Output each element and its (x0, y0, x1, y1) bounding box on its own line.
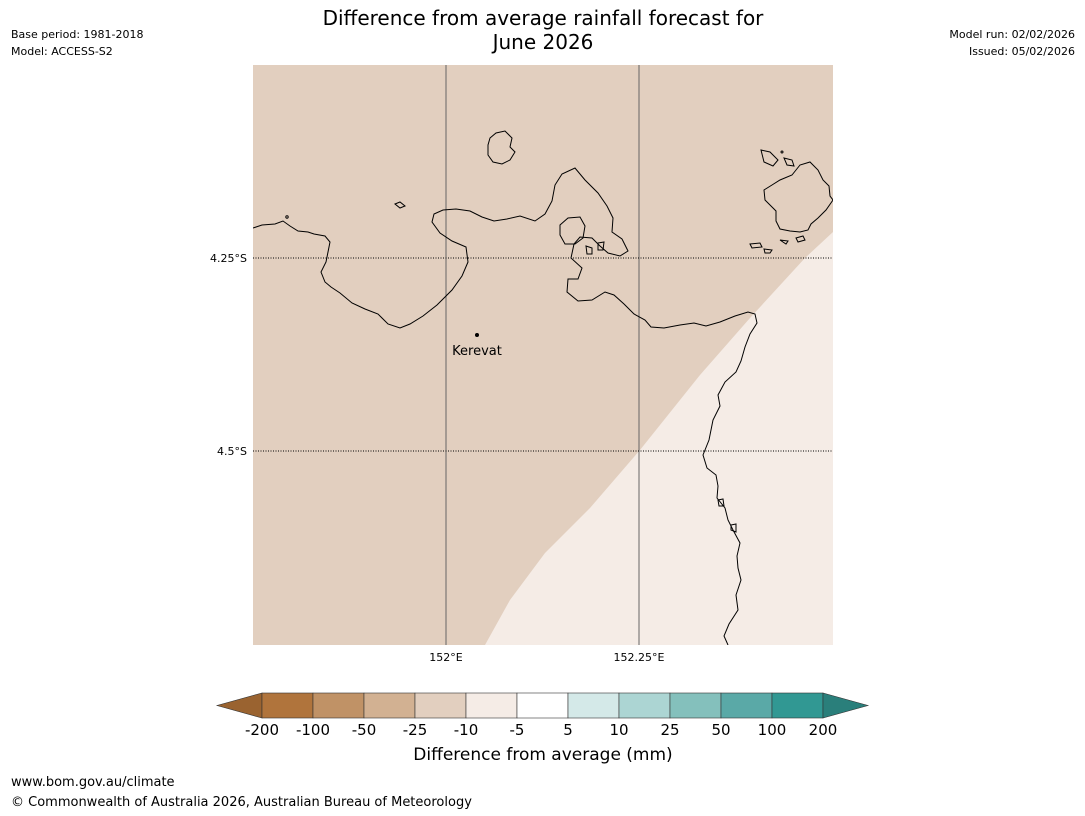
footer-copyright: © Commonwealth of Australia 2026, Austra… (11, 795, 472, 810)
title-line-1: Difference from average rainfall forecas… (322, 6, 764, 30)
legend-tick-label: 100 (758, 721, 787, 739)
legend-swatch (261, 692, 314, 719)
issued-text: Issued: 05/02/2026 (968, 45, 1075, 58)
header-right-info: Model run: 02/02/2026 Issued: 05/02/2026 (949, 26, 1075, 60)
legend-colorbar (215, 692, 870, 719)
legend-tick-label: 5 (563, 721, 573, 739)
legend-swatch (720, 692, 773, 719)
legend-tick-label: -10 (454, 721, 479, 739)
lon-label-152: 152°E (429, 651, 462, 664)
legend-swatch (465, 692, 518, 719)
legend-title: Difference from average (mm) (413, 745, 673, 765)
legend-tick-label: -200 (245, 721, 279, 739)
model-run-text: Model run: 02/02/2026 (949, 28, 1075, 41)
legend-swatch (312, 692, 365, 719)
legend-extend-high (822, 692, 870, 719)
model-text: Model: ACCESS-S2 (11, 45, 113, 58)
legend-tick-labels: -200 -100 -50 -25 -10 -5 5 10 25 50 100 200 (245, 721, 837, 739)
legend-tick-label: 25 (660, 721, 679, 739)
kerevat-label: Kerevat (452, 344, 502, 359)
legend-swatch (414, 692, 467, 719)
legend-swatch (618, 692, 671, 719)
legend-swatch (669, 692, 722, 719)
legend-swatch (771, 692, 824, 719)
lat-label-4-5: 4.5°S (217, 445, 247, 458)
legend-tick-label: 200 (809, 721, 838, 739)
lat-label-4-25: 4.25°S (210, 252, 247, 265)
legend-swatch (567, 692, 620, 719)
page-title: Difference from average rainfall forecas… (243, 6, 843, 54)
legend-tick-label: 50 (711, 721, 730, 739)
legend-swatch (516, 692, 569, 719)
legend-swatch (363, 692, 416, 719)
header-left-info: Base period: 1981-2018 Model: ACCESS-S2 (11, 26, 143, 60)
legend-extend-low (215, 692, 263, 719)
kerevat-marker (475, 333, 479, 337)
legend-tick-label: 10 (609, 721, 628, 739)
legend-tick-label: -50 (352, 721, 377, 739)
base-period-text: Base period: 1981-2018 (11, 28, 144, 41)
legend-tick-label: -5 (510, 721, 525, 739)
near-average-region-fill (485, 232, 833, 645)
lon-label-152-25: 152.25°E (614, 651, 665, 664)
legend-tick-label: -100 (296, 721, 330, 739)
coastline (253, 130, 833, 645)
title-line-2: June 2026 (492, 30, 594, 54)
footer-url: www.bom.gov.au/climate (11, 775, 175, 790)
legend-tick-label: -25 (403, 721, 428, 739)
